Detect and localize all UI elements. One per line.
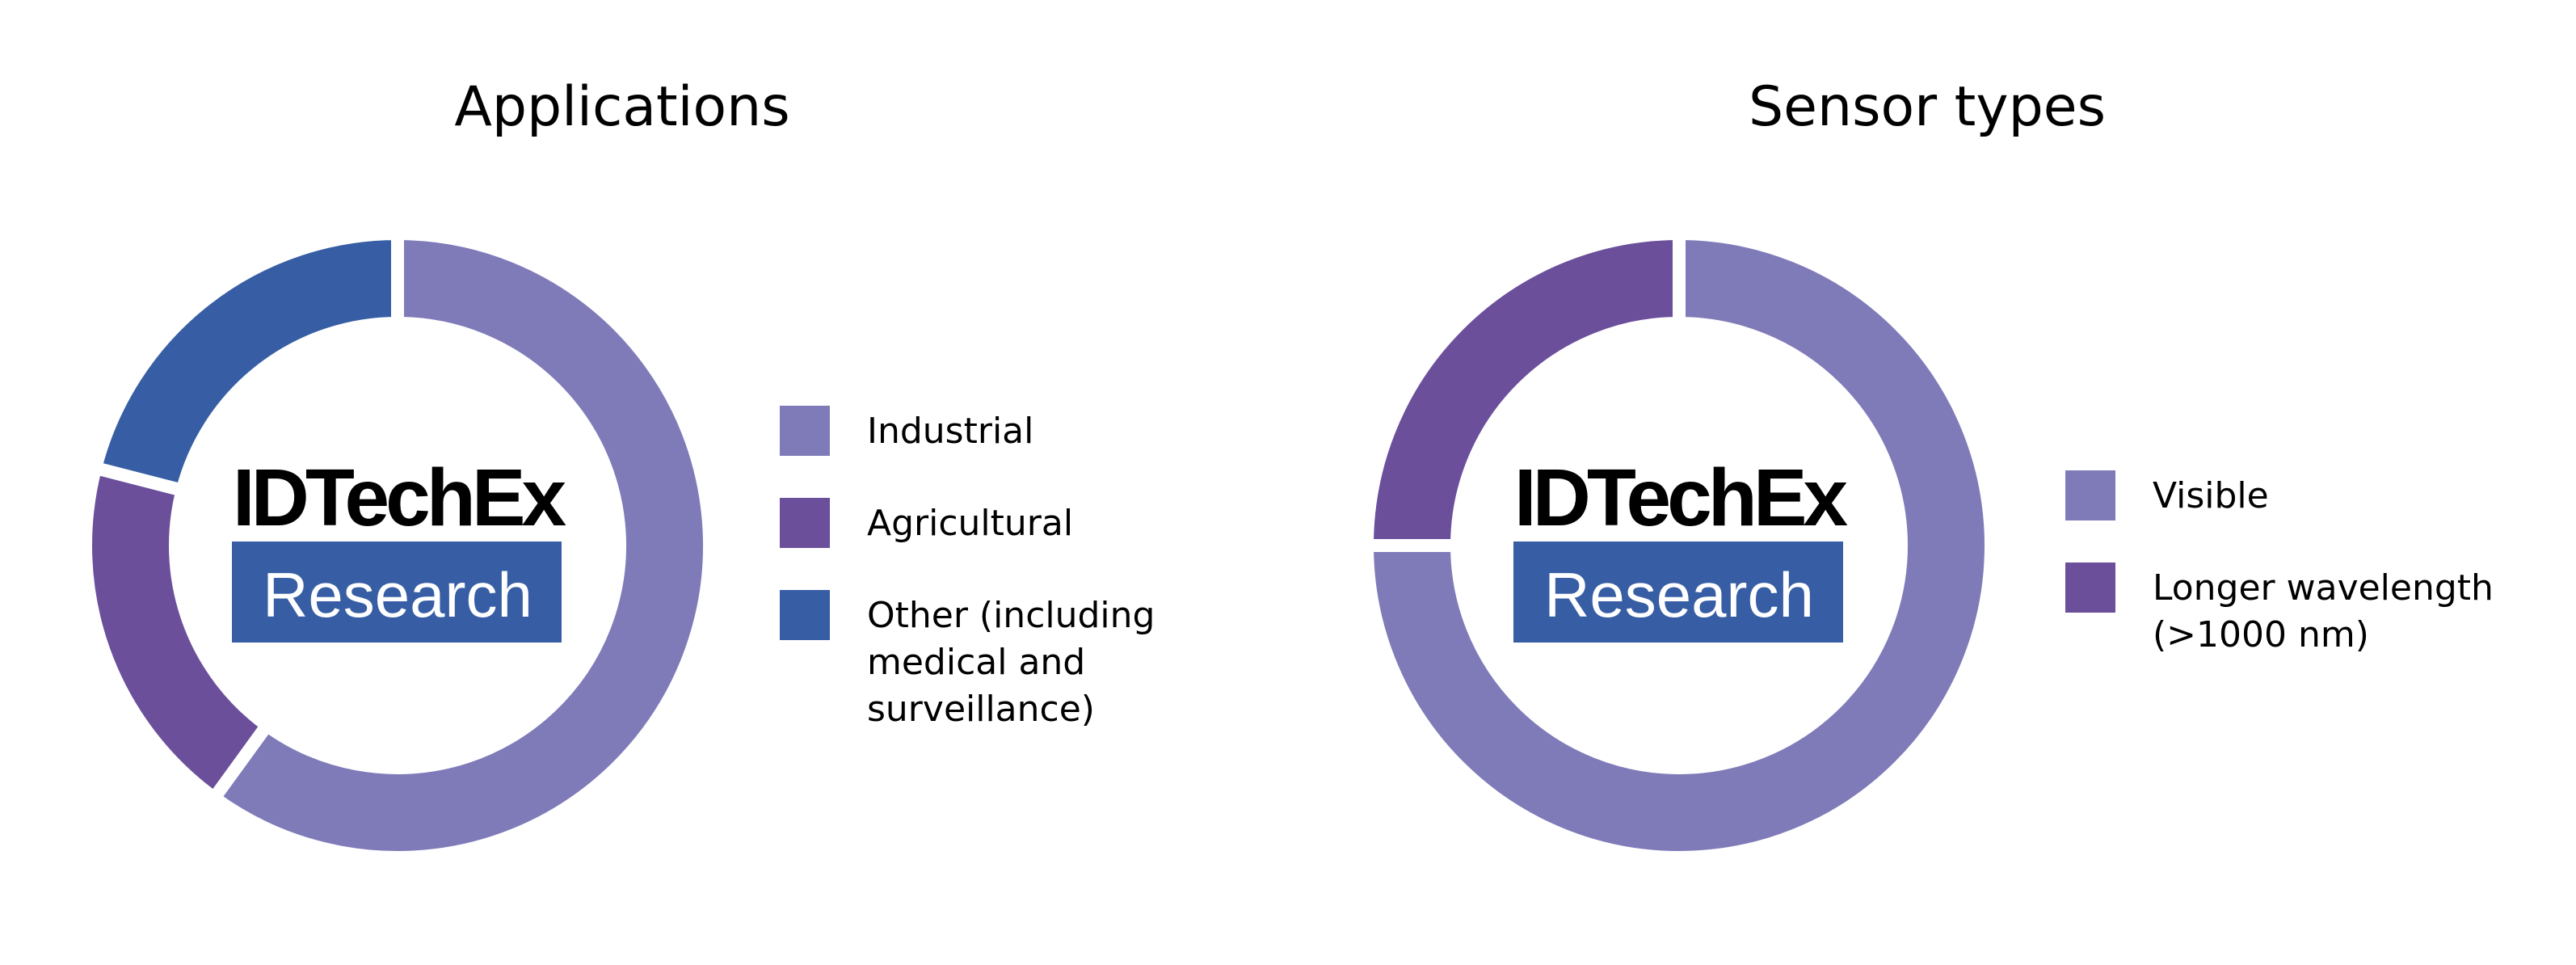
legend-label-line: Visible	[2153, 475, 2269, 516]
logo-text: IDTechEx	[1514, 453, 1848, 543]
legend-item: Longer wavelength (>1000 nm)	[2065, 563, 2494, 655]
legend-item: Industrial	[780, 406, 1033, 456]
idtechex-logo: IDTechEx Research	[1513, 453, 1852, 643]
legend-label-line: Agricultural	[867, 503, 1073, 544]
legend-swatch	[2065, 470, 2115, 520]
legend-label-line: Other (including	[867, 595, 1155, 636]
chart-title: Applications	[454, 75, 789, 139]
legend-item: Other (including medical and surveillance)	[780, 590, 1155, 730]
logo-box	[1513, 541, 1843, 643]
idtechex-logo: IDTechEx Research	[232, 453, 570, 643]
legend-swatch	[780, 590, 830, 640]
logo-subtext: Research	[263, 559, 532, 630]
legend-item: Agricultural	[780, 498, 1073, 548]
donut-chart-2: Sensor types IDTechEx Research Visible Longe…	[1360, 75, 2494, 864]
logo-text: IDTechEx	[233, 453, 566, 543]
legend-swatch	[2065, 563, 2115, 613]
legend-swatch	[780, 498, 830, 548]
legend-swatch	[780, 406, 830, 456]
legend-label: Visible	[2153, 475, 2269, 516]
legend-label-line: surveillance)	[867, 689, 1095, 730]
logo-subtext: Research	[1544, 559, 1814, 630]
donut-slice	[79, 460, 276, 807]
legend-label: Agricultural	[867, 503, 1073, 544]
donut-slice	[1360, 226, 1997, 864]
legend-label-line: Longer wavelength	[2153, 567, 2494, 609]
legend-label: Other (including medical and surveillance)	[867, 595, 1155, 730]
legend-label: Industrial	[867, 411, 1033, 452]
donut-slice	[87, 226, 404, 499]
legend-label-line: Industrial	[867, 411, 1033, 452]
donut-slice	[204, 226, 716, 864]
donut-chart-1: Applications IDTechEx Research Industrial Ag…	[79, 75, 1155, 864]
legend-label: Longer wavelength (>1000 nm)	[2153, 567, 2494, 655]
legend-label-line: (>1000 nm)	[2153, 614, 2369, 655]
legend-label-line: medical and	[867, 642, 1085, 683]
chart-title: Sensor types	[1749, 75, 2106, 139]
donut-slice	[1360, 226, 1686, 552]
logo-box	[232, 541, 562, 643]
legend-item: Visible	[2065, 470, 2269, 520]
